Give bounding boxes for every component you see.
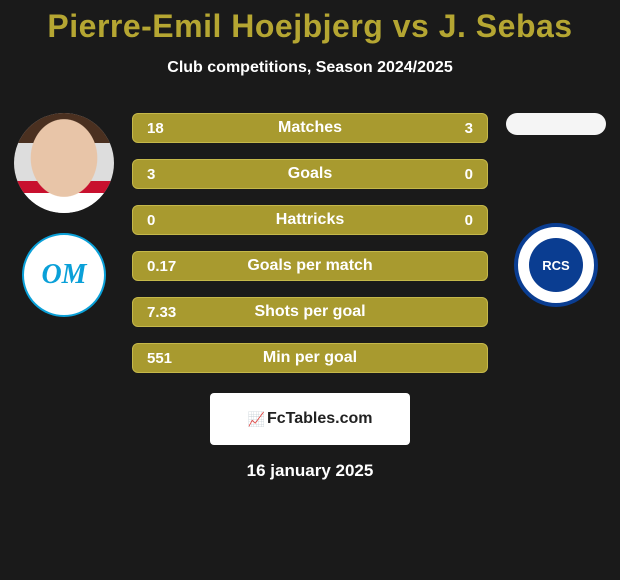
club-badge-marseille — [22, 233, 106, 317]
stat-row: 18 Matches 3 — [132, 113, 488, 143]
stat-right-value: 0 — [437, 212, 473, 229]
stat-left-value: 18 — [147, 120, 183, 137]
page-title: Pierre-Emil Hoejbjerg vs J. Sebas — [0, 8, 620, 45]
stat-right-value: 3 — [437, 120, 473, 137]
attribution-badge: 📈 FcTables.com — [210, 393, 410, 445]
main-area: 18 Matches 3 3 Goals 0 0 Hattricks 0 0.17 Goals pe… — [0, 113, 620, 373]
stat-label: Goals — [288, 165, 332, 183]
stat-label: Matches — [278, 119, 342, 137]
stat-row: 7.33 Shots per goal — [132, 297, 488, 327]
snapshot-date: 16 january 2025 — [0, 461, 620, 481]
face-icon — [14, 113, 114, 213]
stat-left-value: 7.33 — [147, 304, 183, 321]
right-player-column: RCS — [496, 113, 616, 307]
strasbourg-inner-icon: RCS — [529, 238, 583, 292]
subtitle: Club competitions, Season 2024/2025 — [0, 59, 620, 77]
player-right-avatar-placeholder — [506, 113, 606, 135]
stat-label: Shots per goal — [254, 303, 365, 321]
stat-row: 0 Hattricks 0 — [132, 205, 488, 235]
stat-row: 3 Goals 0 — [132, 159, 488, 189]
attribution-text: FcTables.com — [267, 410, 373, 428]
comparison-card: Pierre-Emil Hoejbjerg vs J. Sebas Club c… — [0, 0, 620, 481]
left-player-column — [4, 113, 124, 317]
stat-row: 551 Min per goal — [132, 343, 488, 373]
stat-left-value: 0.17 — [147, 258, 183, 275]
stat-row: 0.17 Goals per match — [132, 251, 488, 281]
stat-label: Hattricks — [276, 211, 344, 229]
attribution-logo-icon: 📈 — [248, 411, 263, 428]
stat-right-value: 0 — [437, 166, 473, 183]
stat-left-value: 0 — [147, 212, 183, 229]
player-left-avatar — [14, 113, 114, 213]
stat-label: Goals per match — [247, 257, 372, 275]
stat-label: Min per goal — [263, 349, 357, 367]
stats-list: 18 Matches 3 3 Goals 0 0 Hattricks 0 0.17 Goals pe… — [124, 113, 496, 373]
stat-left-value: 3 — [147, 166, 183, 183]
stat-left-value: 551 — [147, 350, 183, 367]
club-badge-strasbourg: RCS — [514, 223, 598, 307]
